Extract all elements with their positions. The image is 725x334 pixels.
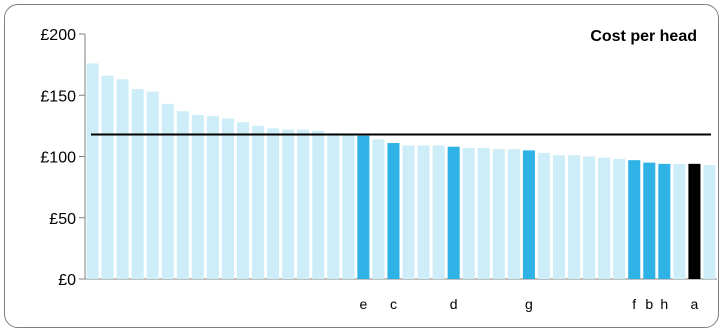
bar <box>176 111 189 279</box>
bar <box>267 128 280 279</box>
bar <box>372 139 385 279</box>
bar <box>492 149 505 279</box>
bar <box>327 133 340 279</box>
bar <box>387 143 400 279</box>
bar <box>236 122 250 279</box>
bar <box>312 130 325 279</box>
bar <box>477 147 490 279</box>
bar <box>598 157 611 279</box>
category-label: d <box>450 296 458 312</box>
bar <box>583 156 596 279</box>
bar <box>101 75 114 280</box>
y-axis: £0 £50 £100 £150 £200 <box>40 27 717 289</box>
bar <box>86 63 99 280</box>
bar <box>146 91 159 279</box>
y-tick-label: £100 <box>40 150 76 167</box>
bar <box>628 160 641 279</box>
bar <box>703 165 716 279</box>
category-label: b <box>645 296 653 312</box>
bars <box>86 63 716 280</box>
category-label: a <box>691 296 699 312</box>
y-tick-label: £50 <box>49 211 76 228</box>
bar <box>522 150 535 279</box>
bar <box>462 147 475 279</box>
y-tick-label: £150 <box>40 88 76 105</box>
bar <box>432 145 445 279</box>
chart-title: Cost per head <box>590 28 697 45</box>
bar <box>552 155 566 279</box>
bar <box>658 163 671 279</box>
bar <box>417 145 430 279</box>
bar <box>568 155 581 279</box>
bar <box>206 116 219 279</box>
bar <box>402 145 415 279</box>
bar <box>221 118 234 280</box>
bar <box>537 152 550 279</box>
bar <box>342 134 355 279</box>
bar <box>252 125 265 279</box>
chart-frame <box>4 4 719 328</box>
category-label: h <box>660 296 668 312</box>
category-label: e <box>359 296 367 312</box>
bar <box>131 89 144 279</box>
bar <box>507 149 520 279</box>
bar <box>191 114 204 279</box>
bar <box>357 135 370 279</box>
bar <box>643 162 656 279</box>
y-tick-label: £200 <box>40 27 76 44</box>
category-label: g <box>525 296 533 312</box>
bar <box>673 163 686 279</box>
y-tick-label: £0 <box>58 272 76 289</box>
bar <box>613 158 626 279</box>
bar <box>161 103 174 279</box>
category-label: c <box>390 296 397 312</box>
bar <box>116 79 129 279</box>
category-label: f <box>632 296 636 312</box>
bar <box>297 129 310 279</box>
bar <box>282 129 295 279</box>
bar <box>688 163 701 279</box>
bar <box>447 146 460 279</box>
